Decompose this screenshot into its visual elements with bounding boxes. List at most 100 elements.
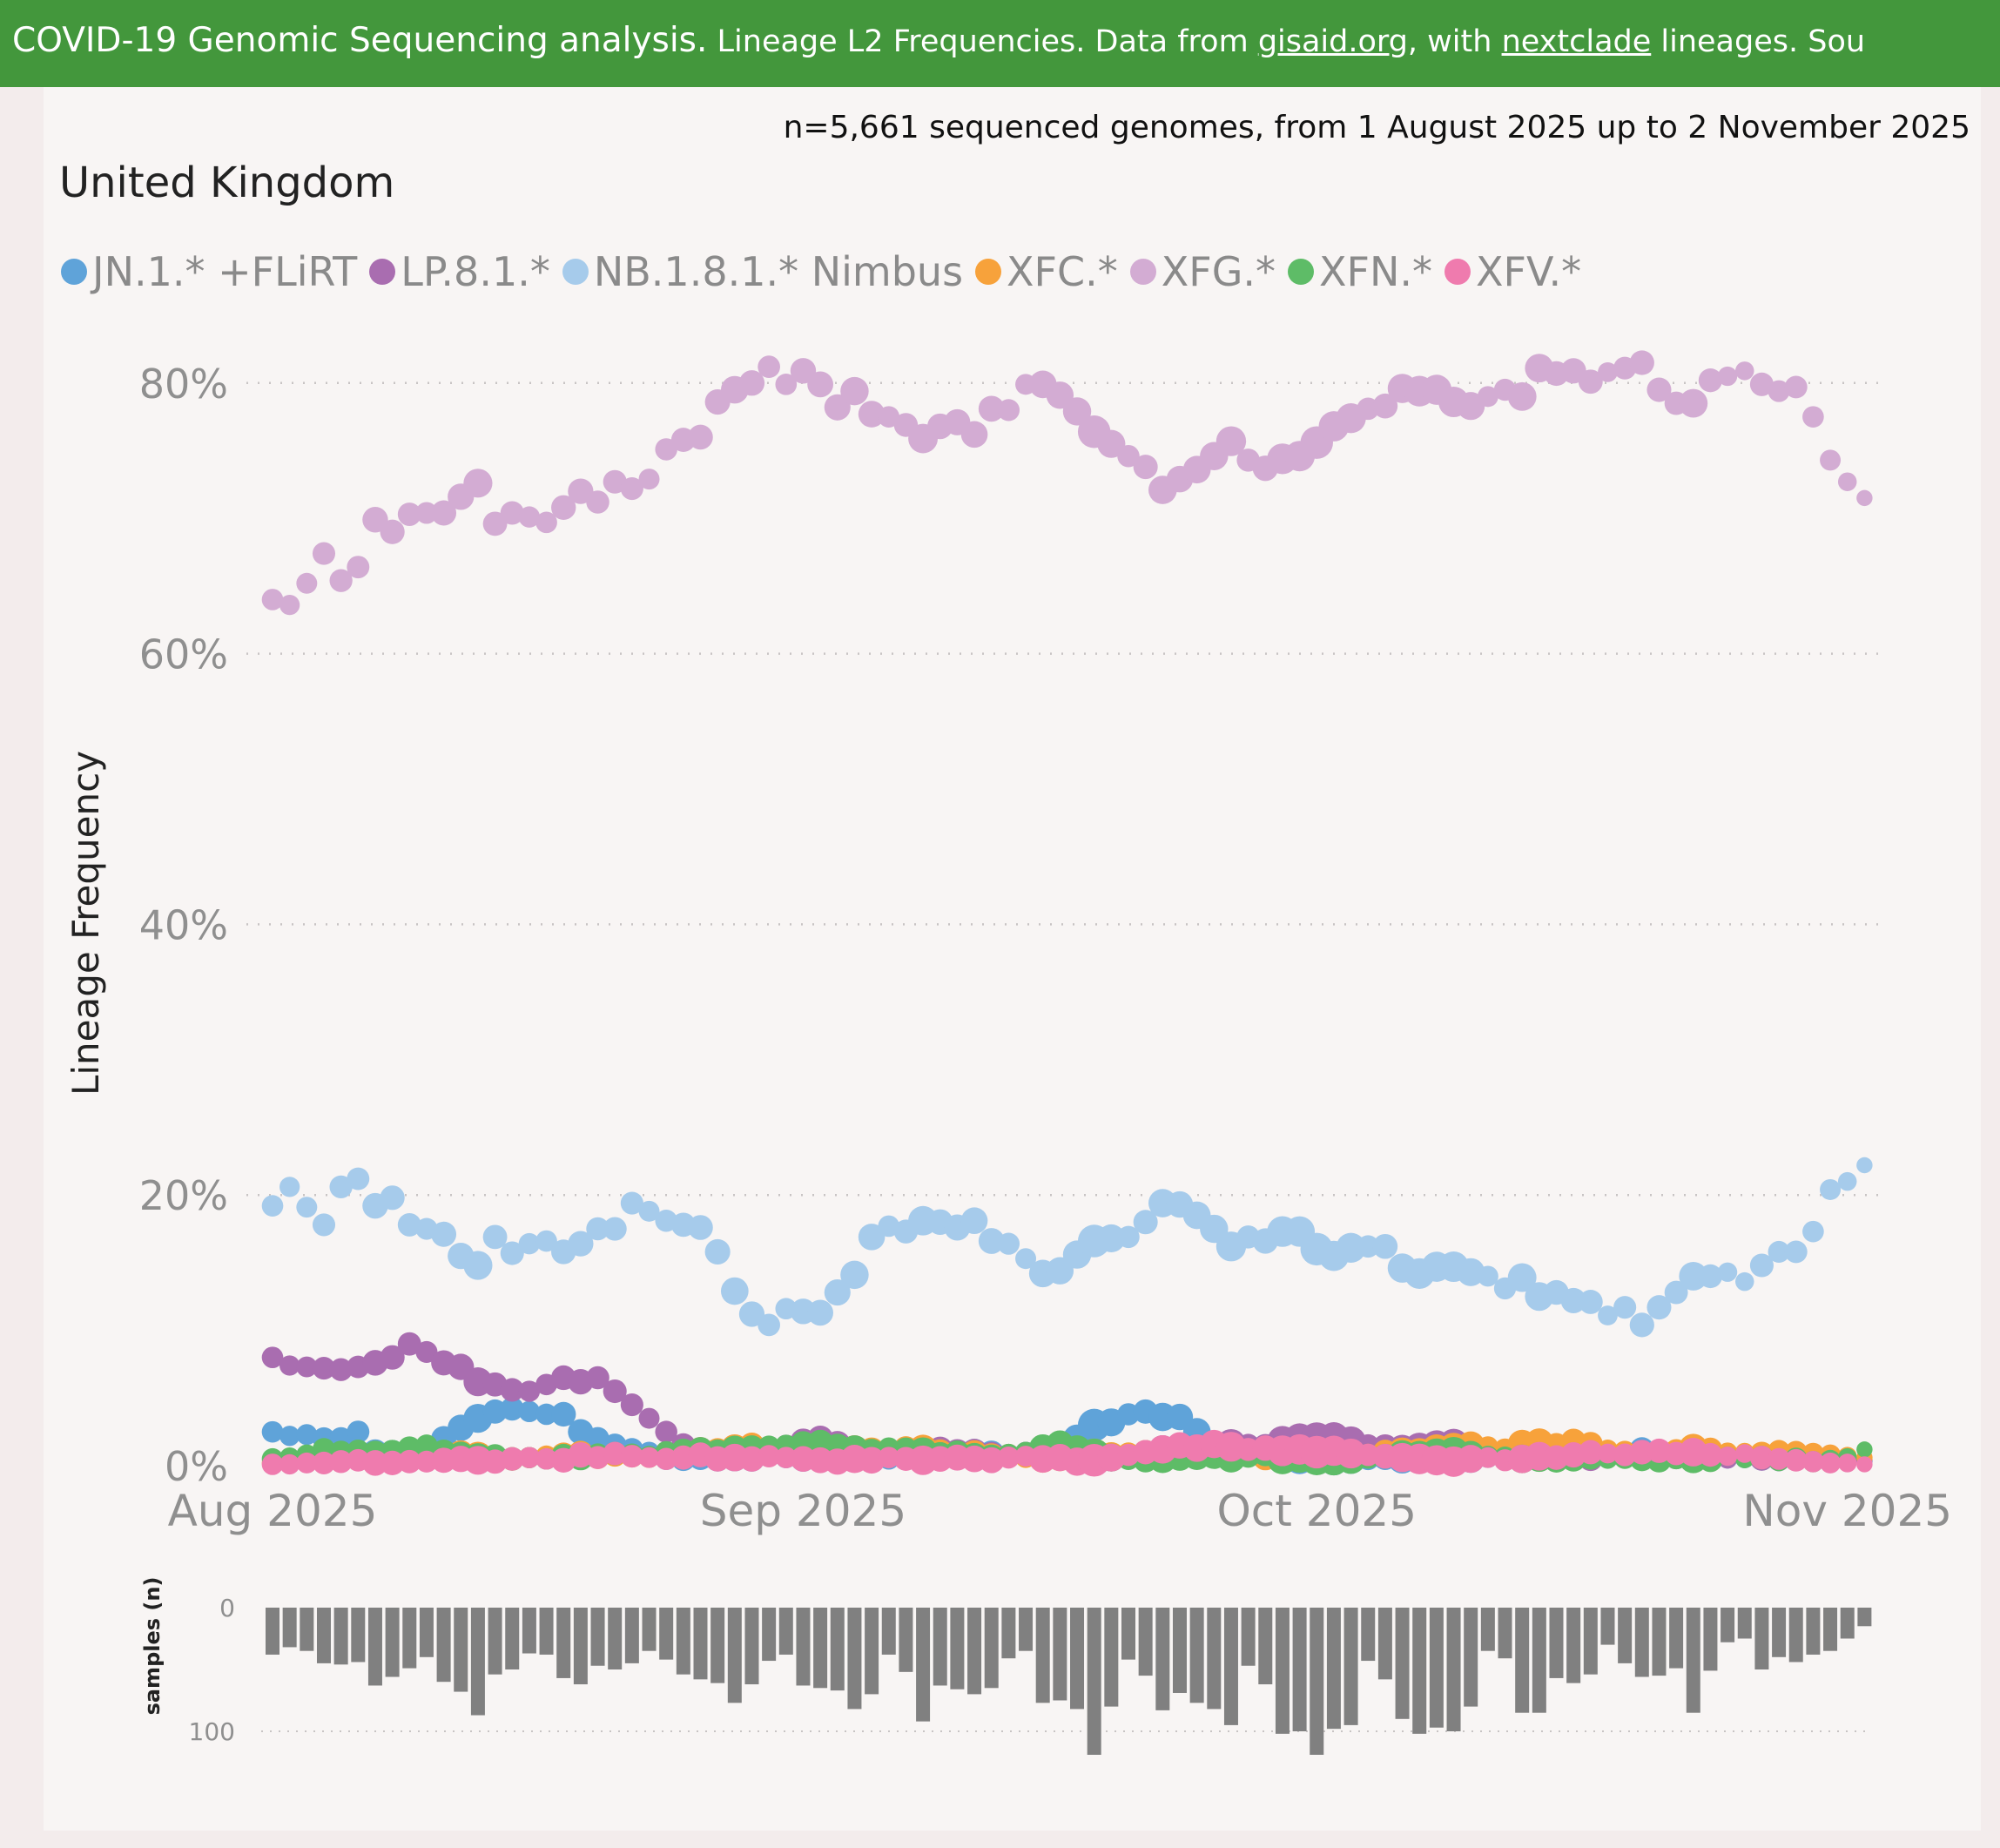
data-point [362, 1450, 388, 1476]
y-tick-label: 40% [139, 901, 228, 948]
legend-label: NB.1.8.1.* Nimbus [593, 248, 964, 295]
sample-bar [1035, 1608, 1050, 1703]
sample-bar [402, 1608, 417, 1669]
data-point [688, 424, 713, 450]
data-point [1097, 429, 1126, 458]
legend-item[interactable]: XFG.* [1129, 248, 1276, 295]
data-point [620, 1393, 643, 1417]
data-point [261, 1195, 284, 1217]
data-point [380, 1185, 405, 1211]
data-point [380, 1345, 405, 1370]
data-point [758, 1445, 780, 1467]
data-point [1117, 444, 1140, 468]
sample-bar [899, 1608, 913, 1672]
sample-bar [1412, 1608, 1427, 1734]
legend-item[interactable]: NB.1.8.1.* Nimbus [562, 248, 963, 295]
sample-bar [556, 1608, 571, 1678]
y-tick-label: 60% [139, 631, 228, 678]
sample-bar [385, 1608, 400, 1677]
data-point [603, 1379, 627, 1404]
data-point [1613, 1296, 1637, 1319]
data-point [518, 1447, 541, 1468]
header-bar: COVID-19 Genomic Sequencing analysis. Li… [0, 0, 2000, 87]
bar-tick-label: 0 [219, 1594, 235, 1622]
legend-item[interactable]: XFV.* [1444, 248, 1581, 295]
data-point [960, 421, 988, 449]
data-point [397, 1332, 421, 1356]
data-point [878, 406, 900, 428]
data-point [1578, 1290, 1603, 1314]
data-point [380, 519, 405, 544]
sample-bar [1189, 1608, 1204, 1703]
nextclade-link[interactable]: nextclade [1501, 24, 1652, 59]
sample-bar [693, 1608, 708, 1680]
data-point [1856, 1157, 1873, 1174]
data-point [1097, 1224, 1126, 1253]
bar-axis-title: samples (n) [140, 1577, 165, 1716]
series-xfg- [261, 350, 1873, 616]
sample-bar [984, 1608, 999, 1689]
sample-bar [642, 1608, 657, 1651]
data-point [586, 490, 609, 514]
sample-bar [1207, 1608, 1222, 1710]
data-point [720, 1277, 749, 1305]
legend-item[interactable]: XFN.* [1288, 248, 1432, 295]
sample-bar [1515, 1608, 1530, 1713]
sample-bar [1788, 1608, 1803, 1663]
data-point [858, 401, 886, 428]
data-point [279, 1426, 300, 1447]
data-point [620, 1445, 643, 1468]
sample-bar [778, 1608, 793, 1655]
data-point [1820, 1452, 1842, 1474]
data-point [535, 1403, 557, 1426]
legend-dot-icon [1129, 259, 1156, 285]
data-point [960, 1207, 988, 1235]
legend-label: JN.1.* +FLiRT [92, 248, 358, 295]
sample-bar [1823, 1608, 1838, 1651]
legend-item[interactable]: LP.8.1.* [369, 248, 550, 295]
data-point [997, 1232, 1020, 1255]
data-point [1820, 449, 1842, 471]
data-point [1837, 1171, 1857, 1191]
legend-label: LP.8.1.* [401, 248, 550, 295]
data-point [738, 370, 765, 396]
data-point [312, 1451, 336, 1474]
sample-bar [1498, 1608, 1512, 1659]
sample-bar [1104, 1608, 1119, 1707]
sample-bar [1583, 1608, 1598, 1675]
data-point [655, 438, 677, 461]
data-point [1117, 1225, 1140, 1249]
data-point [1629, 350, 1654, 375]
legend-item[interactable]: JN.1.* +FLiRT [61, 248, 357, 295]
sample-bar [282, 1608, 297, 1648]
data-point [1507, 381, 1537, 411]
legend-item[interactable]: XFC.* [975, 248, 1118, 295]
legend-label: XFN.* [1319, 248, 1433, 295]
data-point [878, 1447, 900, 1468]
data-point [688, 1215, 713, 1240]
data-point [518, 1400, 541, 1423]
header-title: COVID-19 Genomic Sequencing analysis. [12, 21, 708, 60]
sample-bar [590, 1608, 605, 1666]
data-point [1457, 1445, 1485, 1474]
sample-bar [1172, 1608, 1187, 1693]
sample-bar [608, 1608, 623, 1669]
sample-bar [454, 1608, 468, 1692]
gisaid-link[interactable]: gisaid.org [1257, 24, 1408, 59]
data-point [397, 502, 421, 526]
data-point [1784, 1448, 1808, 1472]
sample-bar [1669, 1608, 1684, 1669]
legend-label: XFV.* [1476, 248, 1582, 295]
data-point [1698, 1264, 1723, 1289]
data-point [807, 1299, 834, 1326]
data-point [1629, 1312, 1654, 1338]
sample-bar [1223, 1608, 1238, 1725]
data-point [824, 1279, 851, 1306]
data-point [620, 1191, 643, 1215]
header-subtitle-c: lineages. Sou [1651, 24, 1866, 59]
data-point [1457, 1258, 1485, 1286]
data-point [840, 376, 869, 406]
data-point [1717, 1262, 1738, 1282]
data-point [279, 1453, 300, 1475]
data-point [655, 1447, 677, 1470]
